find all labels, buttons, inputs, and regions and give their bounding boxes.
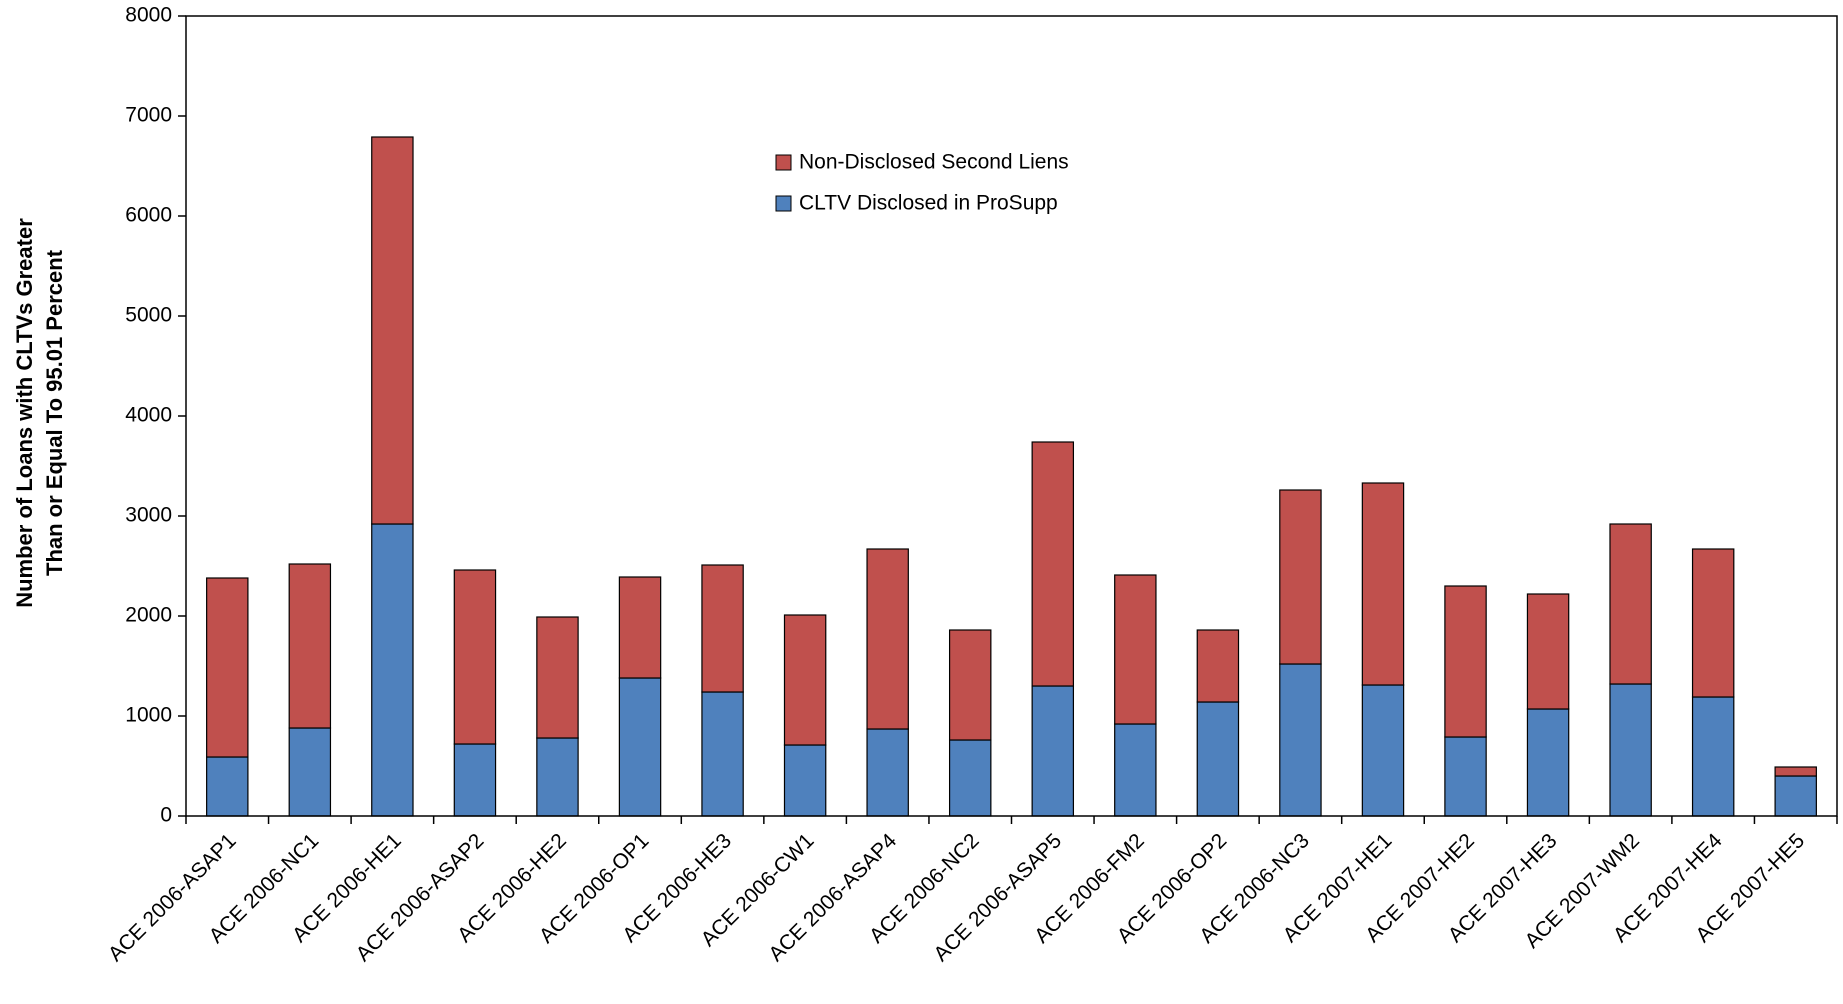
bar-segment bbox=[866, 728, 909, 817]
y-tick-label: 3000 bbox=[125, 504, 172, 527]
bar-segment bbox=[1526, 708, 1570, 817]
bar-segment bbox=[1114, 574, 1157, 725]
bar-segment bbox=[701, 691, 744, 817]
y-tick-label: 4000 bbox=[125, 404, 172, 427]
bar-segment bbox=[1114, 723, 1157, 817]
bar-segment bbox=[1361, 684, 1405, 817]
bar-segment bbox=[1279, 489, 1322, 665]
bar-segment bbox=[783, 744, 827, 817]
bar-segment bbox=[1609, 523, 1652, 685]
bar-segment bbox=[618, 677, 662, 817]
y-tick-label: 2000 bbox=[125, 604, 172, 627]
bar-segment bbox=[1444, 736, 1487, 817]
bar-segment bbox=[701, 564, 744, 693]
bar-segment bbox=[288, 727, 332, 817]
bar-segment bbox=[618, 576, 662, 679]
bar-segment bbox=[948, 739, 992, 817]
legend-swatch bbox=[775, 195, 792, 212]
bar-segment bbox=[1196, 629, 1240, 703]
legend-swatch bbox=[775, 154, 792, 171]
y-tick-label: 7000 bbox=[125, 104, 172, 127]
bar-segment bbox=[1444, 585, 1487, 738]
legend-label: CLTV Disclosed in ProSupp bbox=[799, 192, 1058, 215]
y-axis-title: Number of Loans with CLTVs Greater Than … bbox=[12, 218, 67, 608]
y-tick-label: 6000 bbox=[125, 204, 172, 227]
bar-segment bbox=[453, 743, 497, 817]
bar-segment bbox=[866, 548, 909, 730]
y-axis-title-line: Number of Loans with CLTVs Greater bbox=[12, 218, 37, 608]
bar-segment bbox=[1031, 441, 1075, 687]
bar-segment bbox=[1031, 685, 1075, 817]
y-tick-label: 8000 bbox=[125, 4, 172, 27]
bar-segment bbox=[453, 569, 497, 745]
bar-segment bbox=[1196, 701, 1240, 817]
bar-segment bbox=[206, 577, 249, 758]
bar-segment bbox=[288, 563, 332, 729]
bar-segment bbox=[371, 523, 414, 817]
bar-segment bbox=[1279, 663, 1322, 817]
bar-segment bbox=[536, 616, 579, 739]
y-tick-label: 5000 bbox=[125, 304, 172, 327]
y-tick-label: 0 bbox=[160, 804, 172, 827]
bar-segment bbox=[1361, 482, 1405, 686]
bar-segment bbox=[371, 136, 414, 525]
bar-segment bbox=[1609, 683, 1652, 817]
bar-segment bbox=[1774, 766, 1817, 777]
bar-segment bbox=[1774, 775, 1817, 817]
bar-segment bbox=[206, 756, 249, 817]
legend-label: Non-Disclosed Second Liens bbox=[799, 151, 1069, 174]
bar-segment bbox=[948, 629, 992, 741]
y-tick-label: 1000 bbox=[125, 704, 172, 727]
bar-segment bbox=[783, 614, 827, 746]
bar-segment bbox=[1691, 548, 1735, 698]
bar-segment bbox=[536, 737, 579, 817]
y-axis-title-line: Than or Equal To 95.01 Percent bbox=[42, 249, 67, 576]
plot-border bbox=[185, 15, 1838, 817]
bar-segment bbox=[1691, 696, 1735, 817]
bar-segment bbox=[1526, 593, 1570, 710]
